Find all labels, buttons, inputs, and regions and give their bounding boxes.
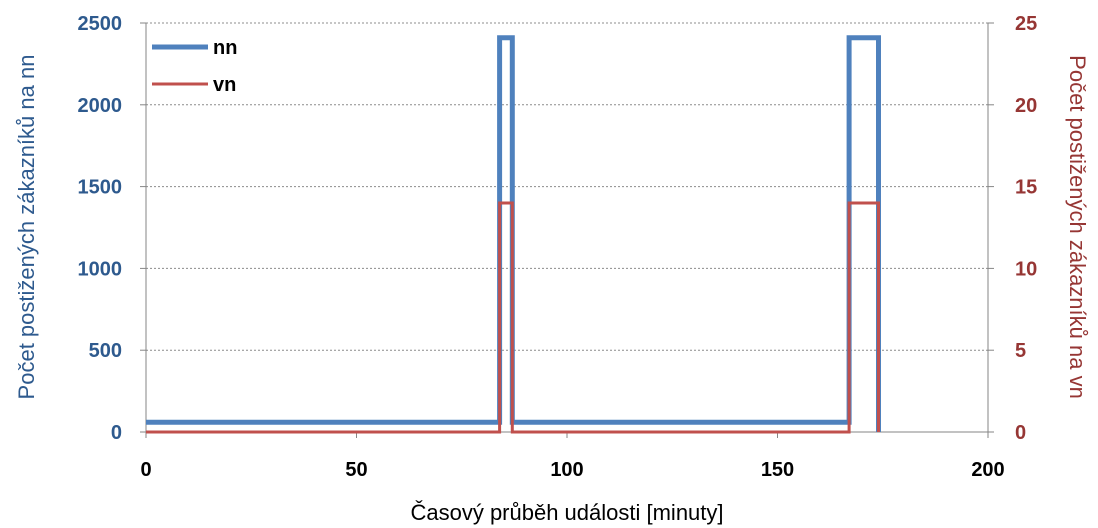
right-tick-label: 10 xyxy=(1015,258,1037,280)
left-tick-label: 500 xyxy=(89,340,122,362)
legend: nn vn xyxy=(152,37,237,96)
axes xyxy=(140,22,994,438)
x-tick-label: 150 xyxy=(761,459,794,481)
series-group xyxy=(146,35,881,434)
x-tick-label: 200 xyxy=(971,459,1004,481)
right-tick-label: 0 xyxy=(1015,422,1026,444)
left-tick-label: 2000 xyxy=(78,95,123,117)
gridlines xyxy=(146,22,988,351)
left-tick-label: 1000 xyxy=(78,258,123,280)
x-tick-label: 50 xyxy=(345,459,367,481)
right-tick-label: 20 xyxy=(1015,95,1037,117)
tick-labels: 0 500 1000 1500 2000 2500 0 5 10 15 20 25 0 50 100 150 2… xyxy=(78,13,1038,481)
legend-label-vn: vn xyxy=(213,74,236,96)
right-axis-title: Počet postižených zákazníků na vn xyxy=(1065,55,1090,399)
left-tick-label: 2500 xyxy=(78,13,123,35)
x-tick-label: 0 xyxy=(140,459,151,481)
left-axis-title: Počet postižených zákazníků na nn xyxy=(14,55,39,400)
right-tick-label: 5 xyxy=(1015,340,1026,362)
left-tick-label: 1500 xyxy=(78,177,123,199)
x-tick-label: 100 xyxy=(550,459,583,481)
x-axis-title: Časový průběh události [minuty] xyxy=(410,500,723,525)
left-tick-label: 0 xyxy=(111,422,122,444)
legend-label-nn: nn xyxy=(213,37,237,59)
right-tick-label: 25 xyxy=(1015,13,1037,35)
series-line-vn xyxy=(146,201,880,434)
right-tick-label: 15 xyxy=(1015,177,1037,199)
